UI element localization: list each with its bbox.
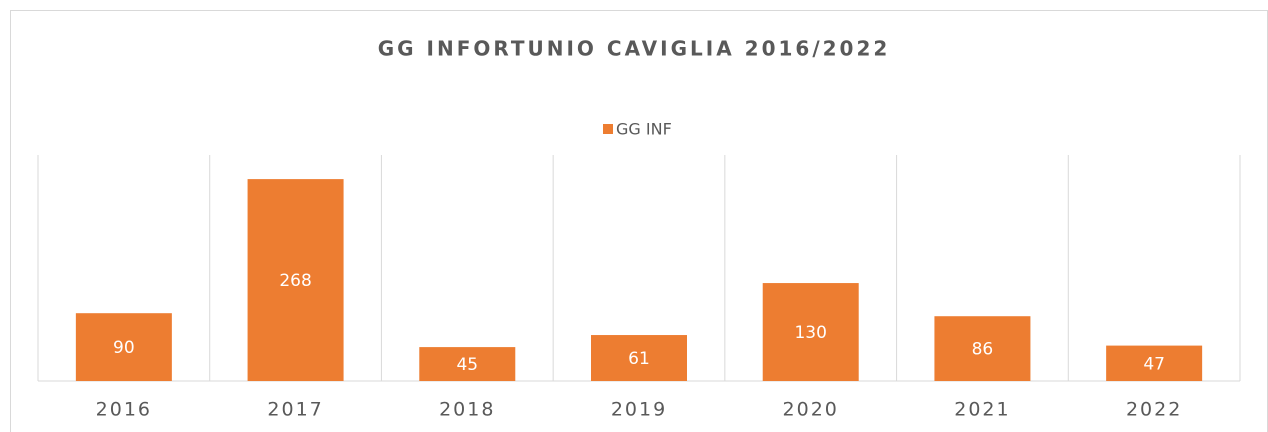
data-label: 90 xyxy=(113,338,135,358)
x-tick-label: 2018 xyxy=(439,399,495,421)
bar xyxy=(247,179,344,381)
data-label: 86 xyxy=(972,340,994,360)
x-tick-label: 2021 xyxy=(954,399,1010,421)
bar xyxy=(591,335,687,381)
bar xyxy=(1106,345,1203,381)
bar xyxy=(762,283,859,381)
x-tick-label: 2019 xyxy=(611,399,667,421)
bar xyxy=(75,313,172,381)
x-tick-label: 2020 xyxy=(783,399,839,421)
x-tick-label: 2017 xyxy=(267,399,323,421)
data-label: 268 xyxy=(279,271,311,291)
x-tick-label: 2022 xyxy=(1126,399,1182,421)
legend-label: GG INF xyxy=(616,120,672,139)
data-label: 47 xyxy=(1143,354,1165,374)
x-tick-label: 2016 xyxy=(96,399,152,421)
bar xyxy=(934,316,1031,381)
bar xyxy=(419,347,516,381)
data-label: 45 xyxy=(456,355,478,375)
data-label: 61 xyxy=(628,349,650,369)
chart-title: GG INFORTUNIO CAVIGLIA 2016/2022 xyxy=(378,37,891,61)
legend-swatch xyxy=(603,124,613,134)
data-label: 130 xyxy=(794,323,826,343)
